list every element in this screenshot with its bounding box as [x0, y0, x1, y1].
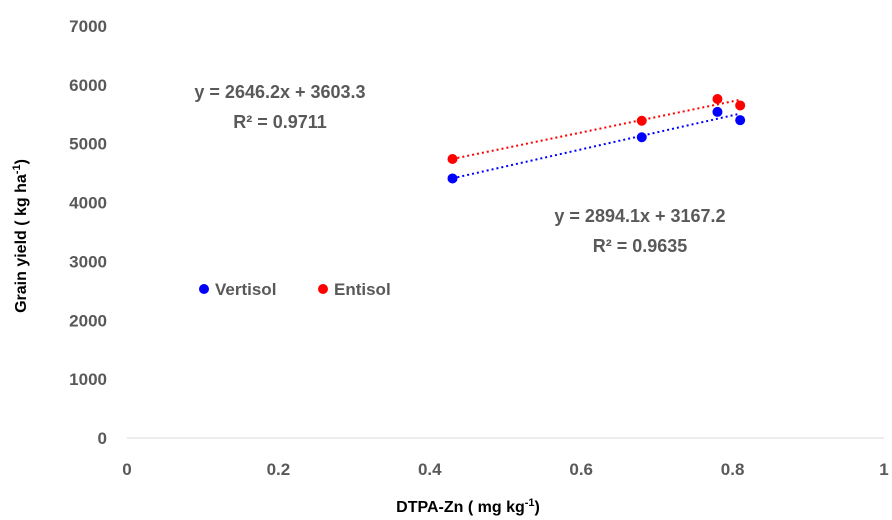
y-tick-label: 6000: [69, 76, 107, 95]
y-axis-title-main: Grain yield ( kg ha: [13, 174, 30, 313]
vertisol-point: [447, 173, 458, 184]
data-points: [447, 93, 746, 184]
legend-marker-vertisol: [199, 284, 209, 294]
x-axis-title-sup: -1: [525, 497, 535, 509]
entisol-point: [712, 93, 723, 104]
entisol-point: [636, 115, 647, 126]
entisol-r2: R² = 0.9711: [233, 112, 327, 132]
y-tick-label: 4000: [69, 194, 107, 213]
entisol-point: [447, 154, 458, 165]
legend-marker-entisol: [318, 284, 328, 294]
vertisol-point: [712, 106, 723, 117]
y-tick-label: 3000: [69, 252, 107, 271]
legend: Vertisol Entisol: [199, 280, 391, 299]
vertisol-r2: R² = 0.9635: [593, 236, 688, 256]
y-tick-label: 7000: [69, 17, 107, 36]
x-tick-label: 0.6: [569, 460, 593, 479]
y-tick-label: 5000: [69, 135, 107, 154]
x-tick-label: 0.8: [721, 460, 745, 479]
entisol-point: [735, 100, 746, 111]
x-tick-label: 0: [122, 460, 131, 479]
y-axis-ticks: 0 1000 2000 3000 4000 5000 6000 7000: [69, 17, 107, 448]
trendlines: [452, 98, 741, 180]
x-tick-label: 0.4: [418, 460, 442, 479]
x-tick-label: 0.2: [267, 460, 291, 479]
x-axis-title-end: ): [535, 499, 540, 516]
vertisol-point: [735, 115, 746, 126]
y-axis-title-end: ): [13, 159, 30, 164]
vertisol-equation: y = 2894.1x + 3167.2: [554, 206, 725, 226]
vertisol-point: [636, 132, 647, 143]
y-tick-label: 1000: [69, 370, 107, 389]
y-axis-title-sup: -1: [11, 164, 23, 174]
y-tick-label: 2000: [69, 311, 107, 330]
entisol-trendline: [452, 98, 741, 160]
x-axis-ticks: 0 0.2 0.4 0.6 0.8 1: [122, 460, 888, 479]
x-axis-title: DTPA-Zn ( mg kg-1): [396, 497, 540, 516]
legend-label-entisol: Entisol: [334, 280, 391, 299]
x-tick-label: 1: [879, 460, 888, 479]
y-axis-title: Grain yield ( kg ha-1): [11, 159, 30, 313]
vertisol-trendline: [452, 112, 741, 180]
x-axis-title-main: DTPA-Zn ( mg kg: [396, 499, 525, 516]
y-tick-label: 0: [98, 429, 107, 448]
legend-label-vertisol: Vertisol: [215, 280, 276, 299]
entisol-equation: y = 2646.2x + 3603.3: [194, 82, 365, 102]
